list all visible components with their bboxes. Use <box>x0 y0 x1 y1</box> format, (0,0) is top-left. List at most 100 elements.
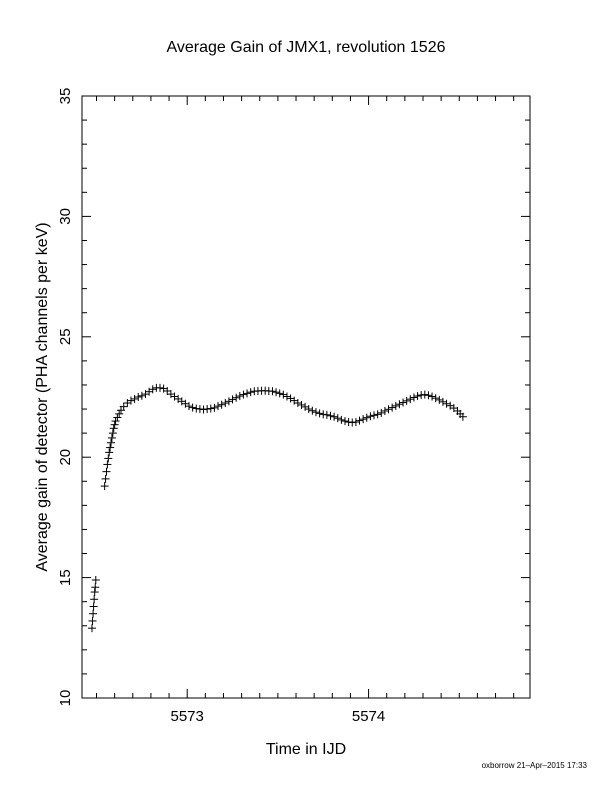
data-point <box>232 393 241 402</box>
x-axis-ticks <box>96 96 515 698</box>
data-point <box>101 474 110 483</box>
data-point <box>134 393 143 401</box>
data-point <box>108 429 117 438</box>
data-point <box>402 396 411 405</box>
data-point <box>272 388 281 397</box>
data-point <box>88 616 97 625</box>
data-point <box>362 413 371 422</box>
data-point <box>100 482 109 491</box>
data-point <box>458 412 467 421</box>
data-point <box>297 400 306 409</box>
data-point <box>185 402 194 411</box>
y-tick-label: 35 <box>57 88 74 105</box>
data-point <box>275 389 284 398</box>
data-point <box>217 400 226 409</box>
x-axis-label: Time in IJD <box>266 741 346 758</box>
data-point <box>89 602 98 611</box>
data-point <box>435 395 444 404</box>
data-point <box>107 438 116 447</box>
data-point <box>268 387 277 396</box>
data-point <box>431 394 440 403</box>
data-point <box>399 398 408 407</box>
data-point <box>107 433 116 442</box>
data-point <box>104 454 113 463</box>
data-point <box>370 411 379 420</box>
data-point <box>442 399 451 408</box>
data-point <box>279 390 288 399</box>
data-point <box>105 448 114 457</box>
data-point <box>424 391 433 400</box>
data-point <box>308 406 317 415</box>
data-point <box>155 383 164 392</box>
data-point <box>395 400 404 409</box>
footer-credit: oxborrow 21–Apr–2015 17:33 <box>482 761 588 770</box>
data-point <box>106 443 115 452</box>
data-point <box>235 392 244 401</box>
data-point <box>119 402 128 411</box>
data-point <box>113 413 122 422</box>
data-point <box>210 403 219 412</box>
data-point <box>282 392 291 401</box>
data-point <box>102 467 111 476</box>
data-point <box>286 394 295 403</box>
x-tick-label: 5574 <box>352 708 385 725</box>
data-point <box>359 415 368 424</box>
y-axis-tick-labels: 10 15 20 25 30 35 <box>57 88 74 707</box>
data-point <box>90 588 99 597</box>
y-axis-label: Average gain of detector (PHA channels p… <box>34 222 51 571</box>
data-point <box>224 397 233 406</box>
data-point <box>239 390 248 399</box>
data-point <box>337 415 346 424</box>
data-point <box>91 576 100 585</box>
data-point <box>413 392 422 401</box>
data-point <box>406 395 415 404</box>
y-tick-label: 20 <box>57 449 74 466</box>
data-point <box>301 402 310 411</box>
data-point <box>115 409 124 418</box>
data-point <box>293 399 302 408</box>
y-tick-label: 30 <box>57 208 74 225</box>
data-point <box>91 583 100 592</box>
data-point <box>366 412 375 421</box>
data-point <box>243 389 252 398</box>
data-point <box>103 460 112 469</box>
data-point <box>110 420 119 429</box>
data-point <box>333 414 342 423</box>
data-point <box>420 390 429 399</box>
plot-frame <box>81 95 531 699</box>
data-point <box>388 403 397 412</box>
data-point <box>373 410 382 419</box>
data-point <box>130 394 139 403</box>
data-point <box>380 406 389 415</box>
data-point <box>148 385 157 394</box>
data-point <box>428 392 437 401</box>
data-point <box>391 401 400 410</box>
data-point <box>214 402 223 411</box>
data-point <box>126 396 135 405</box>
y-tick-label: 15 <box>57 569 74 586</box>
data-point <box>409 393 418 402</box>
data-point <box>322 410 331 419</box>
data-point <box>326 411 335 420</box>
data-point <box>206 404 215 413</box>
data-point <box>90 595 99 604</box>
data-point <box>438 397 447 406</box>
y-tick-label: 25 <box>57 328 74 345</box>
data-point <box>221 399 230 408</box>
data-point <box>384 405 393 414</box>
data-point <box>228 395 237 404</box>
data-point <box>311 408 320 417</box>
data-point <box>111 417 120 426</box>
x-axis-tick-labels: 5573 5574 <box>171 708 386 725</box>
data-point <box>355 416 364 425</box>
data-point <box>315 409 324 418</box>
data-point <box>188 403 197 412</box>
data-point <box>109 424 118 433</box>
data-series-points <box>87 383 467 633</box>
data-point <box>377 408 386 417</box>
data-point <box>87 624 96 633</box>
data-point <box>89 609 98 618</box>
data-point <box>351 418 360 427</box>
data-point <box>246 388 255 397</box>
